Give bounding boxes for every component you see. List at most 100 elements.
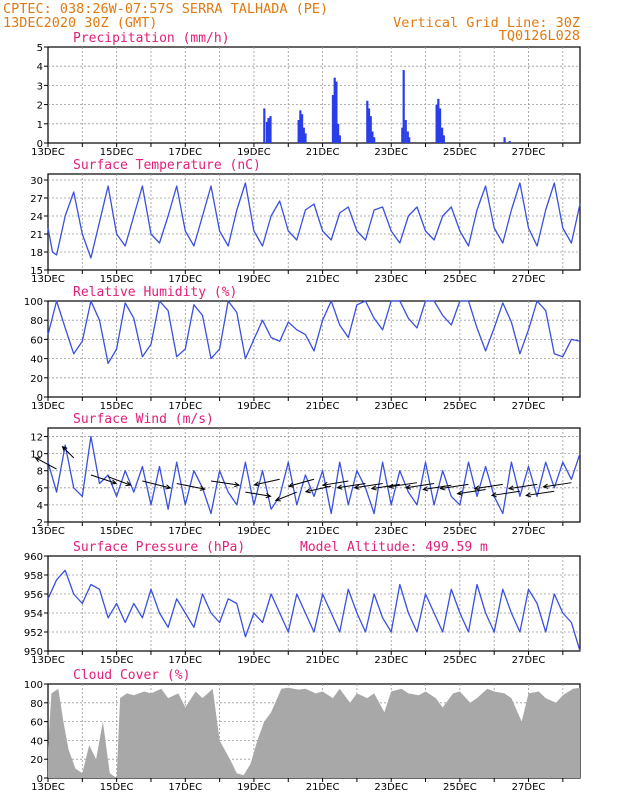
- precip-ytick-label: 1: [37, 120, 43, 131]
- pressure-ytick-label: 954: [24, 609, 43, 620]
- precip-bar: [406, 131, 409, 143]
- wind-vector: [354, 483, 383, 489]
- wind-vector-head: [490, 492, 497, 498]
- precip-bar: [338, 135, 341, 143]
- precip-bar: [367, 108, 371, 143]
- rh-xtick-label: 15DEC: [100, 401, 134, 412]
- cloud-xtick-label: 17DEC: [168, 782, 202, 793]
- precip-bar: [300, 114, 304, 143]
- temp-title: Surface Temperature (nC): [73, 158, 261, 173]
- precip-ytick-label: 2: [37, 101, 43, 112]
- precip-bar: [335, 81, 338, 143]
- precip-bar: [337, 123, 340, 143]
- rh-ytick-label: 20: [30, 374, 43, 385]
- cloud-ytick-label: 100: [24, 680, 43, 691]
- header-date: 13DEC2020 30Z (GMT): [3, 15, 157, 31]
- cloud-xtick-label: 13DEC: [31, 782, 65, 793]
- wind-vector: [245, 491, 271, 497]
- wind-vector-head: [336, 484, 343, 490]
- wind-ytick-label: 12: [30, 433, 43, 444]
- cloud-area: [48, 687, 580, 778]
- rh-frame: [47, 300, 581, 398]
- wind-vector-head: [387, 483, 394, 489]
- wind-vector: [275, 491, 298, 501]
- precip-bar: [265, 121, 269, 143]
- cloud-ytick-label: 60: [30, 718, 43, 729]
- wind-vector: [210, 480, 240, 486]
- temp-xtick-label: 19DEC: [237, 274, 271, 285]
- temp-ytick-label: 30: [30, 176, 43, 187]
- pressure-xtick-label: 19DEC: [237, 655, 271, 666]
- precip-bar: [297, 119, 300, 143]
- precip-ytick-label: 4: [37, 62, 43, 73]
- pressure-xtick-label: 17DEC: [168, 655, 202, 666]
- wind-vector-head: [525, 492, 532, 498]
- wind-vector-head: [265, 492, 272, 499]
- wind-vector: [254, 478, 280, 486]
- pressure-xtick-label: 21DEC: [306, 655, 340, 666]
- wind-vector: [491, 490, 521, 496]
- cloud-xtick-label: 15DEC: [100, 782, 134, 793]
- temp-xtick-label: 15DEC: [100, 274, 134, 285]
- precip-ytick-label: 5: [37, 43, 43, 54]
- pressure-series-line: [47, 569, 581, 652]
- precip-panel: 0 1 2 3 4 5 13DEC 15DEC 17DEC 19DEC 21DEC 23DEC 25DE…: [31, 31, 581, 158]
- wind-vector: [526, 490, 555, 496]
- wind-xtick-label: 19DEC: [237, 526, 271, 537]
- precip-bar: [404, 119, 407, 143]
- precip-bar: [437, 98, 440, 143]
- wind-ytick-label: 4: [37, 501, 43, 512]
- rh-xtick-label: 19DEC: [237, 401, 271, 412]
- pressure-xtick-label: 27DEC: [512, 655, 546, 666]
- wind-xtick-label: 25DEC: [443, 526, 477, 537]
- wind-vector-head: [473, 485, 480, 491]
- wind-series-line: [47, 435, 581, 515]
- temp-xtick-label: 25DEC: [443, 274, 477, 285]
- wind-vector-head: [111, 479, 118, 485]
- precip-ytick-label: 3: [37, 81, 43, 92]
- pressure-ytick-label: 958: [24, 571, 43, 582]
- wind-vector-head: [507, 485, 515, 491]
- wind-vector-head: [199, 485, 206, 491]
- precip-frame: [47, 46, 581, 144]
- header-location: CPTEC: 038:26W-07:57S SERRA TALHADA (PE): [3, 1, 328, 17]
- wind-vector-head: [422, 486, 429, 492]
- wind-title: Surface Wind (m/s): [73, 412, 214, 427]
- cloud-xtick-label: 21DEC: [306, 782, 340, 793]
- wind-vector: [457, 489, 486, 495]
- precip-ytick-label: 0: [37, 139, 43, 150]
- rh-series-line: [47, 300, 581, 365]
- wind-vector: [337, 483, 366, 489]
- precip-bar: [331, 95, 335, 143]
- precip-xtick-label: 13DEC: [31, 147, 65, 158]
- wind-ytick-label: 8: [37, 467, 43, 478]
- rh-ytick-label: 0: [37, 393, 43, 404]
- wind-vector-head: [234, 481, 241, 488]
- precip-xtick-label: 17DEC: [168, 147, 202, 158]
- wind-vector: [474, 483, 503, 490]
- rh-xtick-label: 13DEC: [31, 401, 65, 412]
- pressure-subtitle: Model Altitude: 499.59 m: [300, 540, 488, 555]
- pressure-panel: 950 952 954 956 958 960 13DEC 15DEC 17DEC 19DEC 21…: [24, 540, 581, 666]
- wind-vector-head: [34, 457, 41, 463]
- pressure-ytick-label: 956: [24, 590, 43, 601]
- wind-ytick-label: 2: [37, 518, 43, 529]
- wind-xtick-label: 13DEC: [31, 526, 65, 537]
- cloud-xtick-label: 25DEC: [443, 782, 477, 793]
- precip-bar: [401, 127, 404, 143]
- wind-vector: [176, 483, 205, 490]
- precip-title: Precipitation (mm/h): [73, 31, 230, 46]
- wind-frame: [47, 427, 581, 523]
- wind-vector-head: [353, 484, 360, 490]
- precip-bar: [441, 127, 444, 143]
- rh-xtick-label: 17DEC: [168, 401, 202, 412]
- precip-bar: [333, 77, 336, 143]
- rh-ytick-label: 60: [30, 335, 43, 346]
- cloud-ytick-label: 20: [30, 755, 43, 766]
- wind-vector-head: [165, 484, 172, 490]
- wind-vector: [406, 483, 435, 489]
- pressure-ytick-label: 950: [24, 647, 43, 658]
- wind-vector-head: [253, 481, 260, 487]
- cloud-ytick-label: 80: [30, 699, 43, 710]
